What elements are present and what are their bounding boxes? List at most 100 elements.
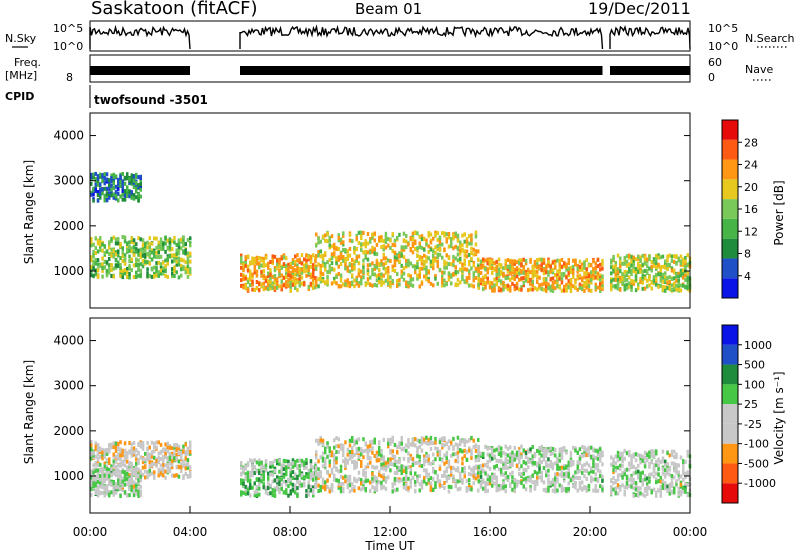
velocity-echo-cell xyxy=(574,485,577,490)
velocity-echo-cell xyxy=(434,470,437,474)
power-echo-cell xyxy=(497,267,501,272)
power-echo-cell xyxy=(565,267,568,272)
velocity-echo-cell xyxy=(153,455,156,460)
power-echo-cell xyxy=(339,237,343,242)
velocity-echo-cell xyxy=(362,471,365,476)
power-echo-cell xyxy=(641,269,644,274)
velocity-echo-cell xyxy=(542,487,546,492)
power-echo-cell xyxy=(670,277,674,281)
velocity-echo-cell xyxy=(364,475,367,480)
power-echo-cell xyxy=(560,264,564,269)
velocity-echo-cell xyxy=(184,456,187,461)
velocity-echo-cell xyxy=(585,461,588,466)
velocity-echo-cell xyxy=(303,465,306,470)
velocity-echo-cell xyxy=(324,446,327,451)
power-echo-cell xyxy=(445,232,448,237)
power-echo-cell xyxy=(576,266,579,271)
power-echo-cell xyxy=(677,282,680,287)
velocity-echo-cell xyxy=(551,482,555,487)
power-echo-cell xyxy=(531,271,534,276)
power-echo-cell xyxy=(482,282,485,287)
power-echo-cell xyxy=(357,254,361,259)
velocity-echo-cell xyxy=(587,483,591,488)
power-echo-cell xyxy=(99,193,102,198)
velocity-echo-cell xyxy=(159,449,163,454)
velocity-echo-cell xyxy=(298,463,301,468)
velocity-echo-cell xyxy=(518,459,521,464)
velocity-echo-cell xyxy=(429,439,433,444)
power-echo-cell xyxy=(251,282,254,286)
power-echo-cell xyxy=(240,253,243,258)
power-echo-cell xyxy=(416,265,419,270)
velocity-echo-cell xyxy=(411,456,415,461)
velocity-echo-cell xyxy=(267,480,270,485)
power-echo-cell xyxy=(351,273,354,278)
velocity-echo-cell xyxy=(280,463,283,468)
velocity-echo-cell xyxy=(461,439,464,444)
velocity-echo-cell xyxy=(500,451,503,455)
power-echo-cell xyxy=(623,256,626,261)
power-echo-cell xyxy=(110,187,113,192)
power-echo-cell xyxy=(121,192,124,197)
velocity-echo-cell xyxy=(126,454,129,459)
power-echo-cell xyxy=(585,272,588,277)
power-echo-cell xyxy=(488,262,492,267)
power-echo-cell xyxy=(99,172,102,177)
power-echo-cell xyxy=(545,265,548,270)
velocity-echo-cell xyxy=(425,441,428,445)
velocity-echo-cell xyxy=(255,492,259,497)
power-echo-cell xyxy=(456,282,460,287)
cpid-value: twofsound -3501 xyxy=(94,93,208,107)
power-echo-cell xyxy=(418,241,421,246)
power-echo-cell xyxy=(474,276,478,280)
velocity-echo-cell xyxy=(567,460,570,465)
velocity-echo-cell xyxy=(271,493,274,498)
velocity-echo-cell xyxy=(330,484,334,489)
power-echo-cell xyxy=(393,243,397,248)
power-echo-cell xyxy=(285,263,288,268)
velocity-echo-cell xyxy=(396,444,399,449)
power-echo-cell xyxy=(119,179,122,184)
velocity-echo-cell xyxy=(533,483,537,488)
power-echo-cell xyxy=(554,273,557,278)
velocity-echo-cell xyxy=(180,455,183,460)
power-echo-cell xyxy=(402,238,406,243)
nsky-label: N.Sky xyxy=(5,32,37,45)
velocity-echo-cell xyxy=(317,459,320,464)
velocity-echo-cell xyxy=(529,447,532,452)
power-echo-cell xyxy=(92,249,95,254)
velocity-echo-cell xyxy=(554,461,557,466)
power-echo-cell xyxy=(468,275,471,280)
velocity-echo-cell xyxy=(114,454,118,459)
velocity-echo-cell xyxy=(130,480,133,485)
velocity-echo-cell xyxy=(339,443,343,448)
power-echo-cell xyxy=(271,285,274,290)
velocity-echo-cell xyxy=(357,477,361,482)
velocity-echo-cell xyxy=(90,469,93,474)
velocity-echo-cell xyxy=(126,476,129,481)
velocity-echo-cell xyxy=(569,463,573,468)
power-echo-cell xyxy=(675,255,678,260)
power-echo-cell xyxy=(319,277,322,282)
velocity-echo-cell xyxy=(360,487,363,492)
velocity-echo-cell xyxy=(321,456,325,461)
power-echo-cell xyxy=(567,285,570,290)
power-echo-cell xyxy=(357,261,361,266)
power-colorbar-segment xyxy=(722,218,738,239)
velocity-echo-cell xyxy=(463,474,466,479)
velocity-echo-cell xyxy=(162,463,165,468)
velocity-echo-cell xyxy=(326,470,329,475)
power-echo-cell xyxy=(380,262,383,267)
power-echo-cell xyxy=(101,177,104,182)
power-echo-cell xyxy=(650,260,653,265)
velocity-echo-cell xyxy=(177,444,181,449)
power-echo-cell xyxy=(402,231,406,236)
velocity-echo-cell xyxy=(351,460,354,464)
velocity-echo-cell xyxy=(90,447,93,452)
velocity-echo-cell xyxy=(389,450,392,455)
velocity-echo-cell xyxy=(425,459,428,464)
velocity-echo-cell xyxy=(357,470,361,475)
power-echo-cell xyxy=(495,278,498,283)
power-echo-cell xyxy=(114,263,118,268)
power-echo-cell xyxy=(616,270,620,275)
